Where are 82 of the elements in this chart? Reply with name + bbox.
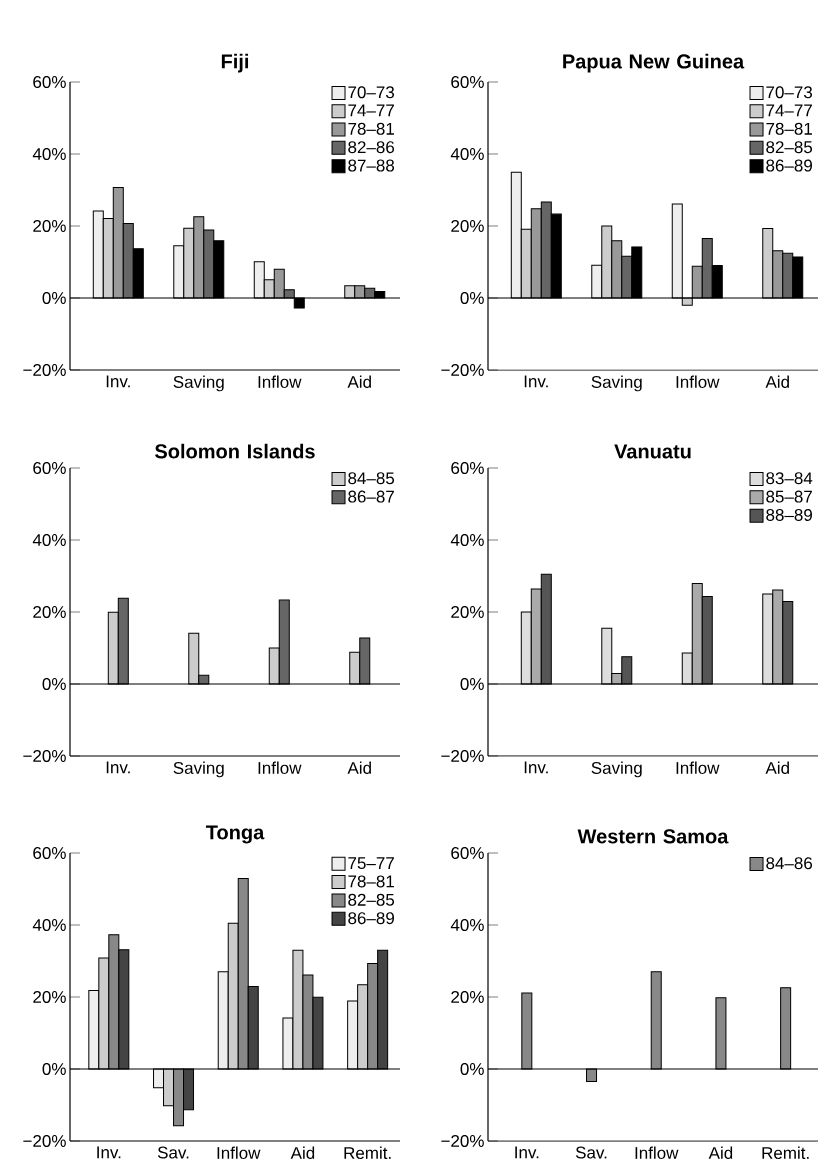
x-tick-label: Inv. <box>106 761 130 774</box>
y-tick-label: 0% <box>460 677 484 691</box>
x-tick-label: Inv. <box>515 1146 539 1159</box>
chart-title: Papua New Guinea <box>563 53 745 73</box>
y-tick-label: 60% <box>451 846 484 860</box>
chart-title: Tonga <box>205 825 265 844</box>
legend-label: 70–73 <box>348 86 395 99</box>
y-tick-label: 20% <box>33 219 66 233</box>
x-tick-label: Aid <box>290 1146 315 1160</box>
x-tick-label: Inflow <box>217 1146 261 1160</box>
x-tick-label: Inv. <box>524 375 548 388</box>
y-tick-label: 40% <box>450 918 484 932</box>
y-tick-label: 60% <box>33 75 66 89</box>
y-tick-label: 60% <box>451 75 484 89</box>
legend-label: 82–85 <box>766 141 813 154</box>
legend-label: 88–89 <box>766 508 812 521</box>
y-tick-label: −20% <box>441 1134 484 1148</box>
y-tick-label: 0% <box>42 1062 66 1076</box>
x-tick-label: Inv. <box>106 375 130 388</box>
y-tick-label: 60% <box>451 461 484 475</box>
x-tick-label: Aid <box>347 375 371 389</box>
y-tick-label: 40% <box>450 147 484 161</box>
legend-label: 86–89 <box>766 159 812 172</box>
legend-label: 86–89 <box>348 912 394 925</box>
x-tick-label: Aid <box>765 375 789 389</box>
legend-label: 83–84 <box>766 472 813 485</box>
y-tick-label: 60% <box>33 846 66 860</box>
x-tick-label: Inflow <box>676 375 720 389</box>
legend-label: 75–77 <box>348 857 394 870</box>
x-tick-label: Aid <box>708 1146 733 1160</box>
y-tick-label: 0% <box>42 677 66 691</box>
x-tick-label: Inflow <box>676 761 720 775</box>
x-tick-label: Inflow <box>258 375 302 389</box>
y-tick-label: 40% <box>32 533 66 547</box>
x-tick-label: Aid <box>765 761 789 775</box>
x-tick-label: Saving <box>173 761 224 778</box>
x-tick-label: Inv. <box>524 761 548 774</box>
chart-title: Solomon Islands <box>155 443 315 459</box>
y-tick-label: 0% <box>460 1062 484 1076</box>
x-tick-label: Remit. <box>344 1146 391 1160</box>
legend-label: 74–77 <box>348 104 394 117</box>
chart-title: Fiji <box>221 53 249 73</box>
legend-label: 74–77 <box>766 104 812 117</box>
x-tick-label: Saving <box>591 375 642 392</box>
y-tick-label: 20% <box>33 605 66 619</box>
x-tick-label: Saving <box>591 761 642 778</box>
y-tick-label: 20% <box>451 605 484 619</box>
x-tick-label: Remit. <box>762 1146 809 1160</box>
legend-label: 70–73 <box>766 86 813 99</box>
x-tick-label: Inv. <box>97 1146 121 1159</box>
x-tick-label: Saving <box>173 375 224 392</box>
legend-label: 85–87 <box>766 490 812 503</box>
legend-label: 86–87 <box>348 490 394 503</box>
x-tick-label: Inflow <box>258 761 302 775</box>
x-tick-label: Aid <box>347 761 371 775</box>
y-tick-label: 0% <box>42 291 66 305</box>
y-tick-label: 20% <box>451 990 484 1004</box>
legend-label: 78–81 <box>348 122 394 135</box>
y-tick-label: 0% <box>460 291 484 305</box>
y-tick-label: 40% <box>32 918 66 932</box>
legend-label: 78–81 <box>348 875 394 888</box>
x-tick-label: Sav. <box>575 1146 607 1159</box>
y-tick-label: 60% <box>33 461 66 475</box>
legend-label: 87–88 <box>348 159 395 172</box>
legend-label: 78–81 <box>766 122 812 135</box>
y-tick-label: 40% <box>32 147 66 161</box>
legend-label: 84–86 <box>766 857 813 870</box>
legend-label: 82–85 <box>348 893 395 906</box>
chart-title: Vanuatu <box>614 444 691 459</box>
y-tick-label: 20% <box>451 219 484 233</box>
legend-label: 84–85 <box>348 472 395 485</box>
y-tick-label: 40% <box>450 533 484 547</box>
y-tick-label: 20% <box>33 990 66 1004</box>
y-tick-label: −20% <box>23 749 66 763</box>
x-tick-label: Sav. <box>157 1146 189 1159</box>
x-tick-label: Inflow <box>635 1146 679 1160</box>
legend-label: 82–86 <box>348 141 395 154</box>
y-tick-label: −20% <box>23 1134 66 1148</box>
y-tick-label: −20% <box>441 363 484 377</box>
chart-title: Western Samoa <box>577 829 729 844</box>
y-tick-label: −20% <box>23 363 66 377</box>
y-tick-label: −20% <box>441 749 484 763</box>
